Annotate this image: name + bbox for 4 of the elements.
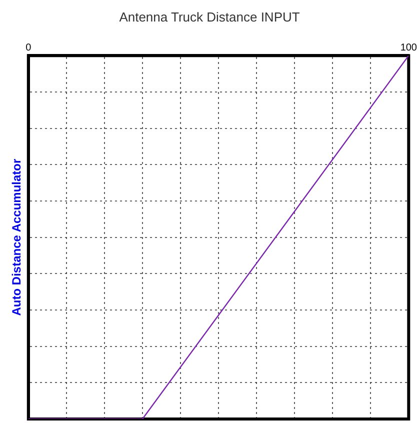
y-axis-title: Auto Distance Accumulator (10, 158, 24, 316)
x-tick-label: 100 (400, 42, 418, 54)
x-tick-label: 0 (26, 42, 32, 54)
chart-title: Antenna Truck Distance INPUT (119, 9, 300, 24)
